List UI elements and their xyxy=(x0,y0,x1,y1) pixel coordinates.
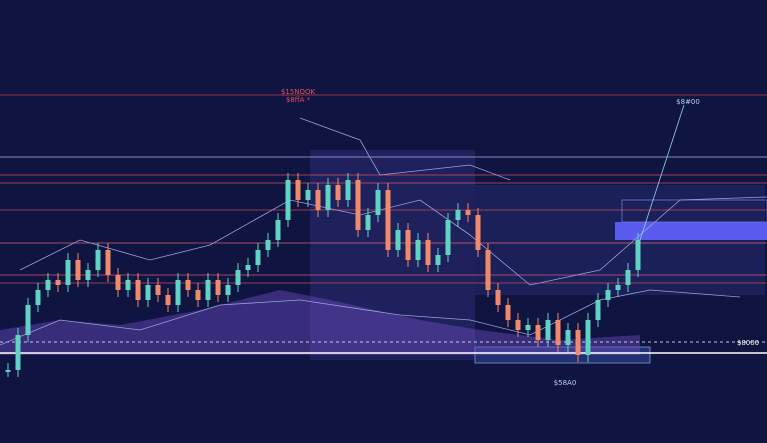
candle xyxy=(295,180,301,200)
candle xyxy=(35,290,41,305)
candle xyxy=(345,180,351,200)
candle xyxy=(15,335,21,370)
candle xyxy=(375,190,381,215)
candle xyxy=(585,320,591,355)
candle xyxy=(595,300,601,320)
candle xyxy=(525,325,531,330)
candle xyxy=(105,250,111,275)
candle xyxy=(435,255,441,265)
candle xyxy=(285,180,291,220)
candle xyxy=(145,285,151,300)
candle xyxy=(315,190,321,210)
candle xyxy=(635,240,641,270)
annotation: $58A0 xyxy=(554,379,577,387)
zone xyxy=(621,199,767,223)
annotation: $8ffA * xyxy=(286,96,311,104)
candle xyxy=(205,280,211,300)
candle xyxy=(85,270,91,280)
candle xyxy=(565,330,571,345)
candle xyxy=(225,285,231,295)
candle xyxy=(75,260,81,280)
candle xyxy=(115,275,121,290)
candle xyxy=(465,210,471,215)
candle xyxy=(275,220,281,240)
annotation: $8#00 xyxy=(676,98,700,106)
candle xyxy=(65,260,71,285)
candle xyxy=(255,250,261,265)
candle xyxy=(95,250,101,270)
candle xyxy=(415,240,421,260)
candle xyxy=(155,285,161,295)
candle xyxy=(175,280,181,305)
candle xyxy=(545,320,551,340)
candle xyxy=(25,305,31,335)
candle xyxy=(495,290,501,305)
candles xyxy=(5,173,641,377)
candle xyxy=(555,320,561,345)
candle xyxy=(215,280,221,295)
zone xyxy=(615,222,767,240)
candle xyxy=(535,325,541,340)
candle xyxy=(185,280,191,290)
candle xyxy=(355,180,361,230)
candle xyxy=(515,320,521,330)
candle xyxy=(385,190,391,250)
candle xyxy=(235,270,241,285)
candle xyxy=(425,240,431,265)
candle xyxy=(125,280,131,290)
annotation: $8000 xyxy=(737,339,759,347)
candle xyxy=(335,185,341,200)
pointer-line xyxy=(639,104,685,241)
candle xyxy=(605,290,611,300)
annotation: $15NOOK xyxy=(281,88,316,96)
candle xyxy=(265,240,271,250)
candle xyxy=(245,265,251,270)
candle xyxy=(575,330,581,355)
candle xyxy=(195,290,201,300)
candle xyxy=(475,215,481,250)
candle xyxy=(165,295,171,305)
zone xyxy=(474,346,651,364)
candle xyxy=(5,370,11,372)
volume-area xyxy=(0,290,640,355)
candle xyxy=(455,210,461,220)
band-line xyxy=(299,117,511,181)
candle xyxy=(305,190,311,200)
candle xyxy=(505,305,511,320)
candle xyxy=(445,220,451,255)
candle xyxy=(325,185,331,210)
candle xyxy=(55,280,61,285)
candle xyxy=(45,280,51,290)
candle xyxy=(365,215,371,230)
band-line xyxy=(0,289,741,346)
candle xyxy=(405,230,411,260)
candle xyxy=(395,230,401,250)
candle xyxy=(615,285,621,290)
candle xyxy=(625,270,631,285)
candle xyxy=(135,280,141,300)
candle xyxy=(485,250,491,290)
